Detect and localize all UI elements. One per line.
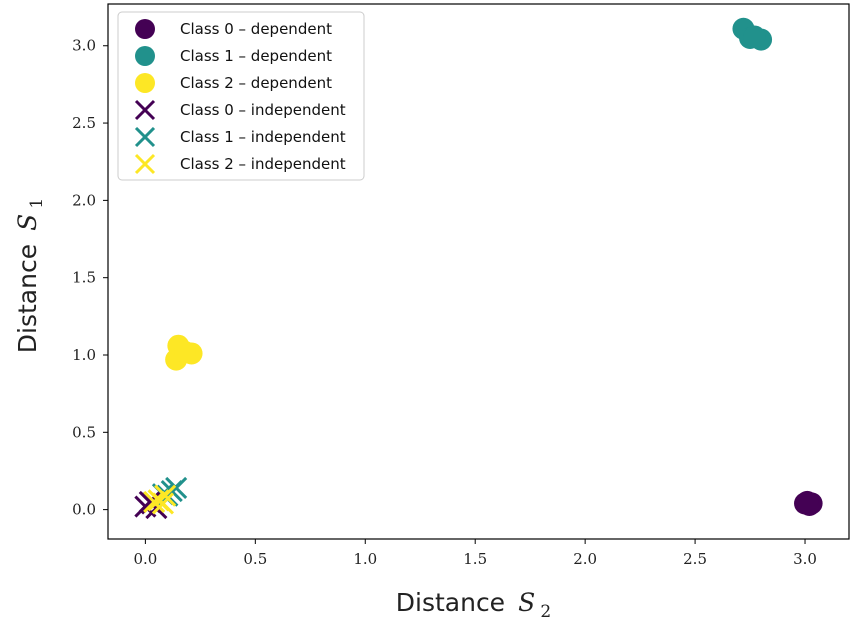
x-axis-ticks: 0.0 0.5 1.0 1.5 2.0 2.5 3.0 <box>133 539 817 568</box>
x-axis-label-text: Distance <box>396 588 505 617</box>
legend-label: Class 1 – independent <box>180 128 346 146</box>
data-point <box>151 492 175 515</box>
legend-entry: Class 2 – independent <box>134 153 346 175</box>
legend-frame <box>117 11 365 181</box>
y-tick-label: 0.0 <box>72 501 96 519</box>
x-tick-label: 1.0 <box>353 550 377 568</box>
y-tick-label: 2.0 <box>72 191 96 209</box>
legend-entry: Class 1 – independent <box>134 126 346 148</box>
y-axis-label-symbol: S <box>13 214 42 231</box>
y-axis-label-subscript: 1 <box>27 198 47 209</box>
x-axis-label-symbol: S <box>518 588 535 617</box>
legend-entry: Class 2 – dependent <box>135 73 332 93</box>
x-tick-label: 1.5 <box>463 550 487 568</box>
plot-area <box>134 17 823 520</box>
legend-entry: Class 1 – dependent <box>135 46 332 66</box>
y-axis-label: Distance S 1 <box>13 198 47 353</box>
legend-marker <box>134 153 156 175</box>
legend: Class 0 – dependent Class 1 – dependent Cl… <box>117 11 365 181</box>
x-tick-label: 2.0 <box>573 550 597 568</box>
data-point <box>143 490 166 513</box>
legend-label: Class 2 – independent <box>180 155 346 173</box>
legend-marker <box>135 73 155 93</box>
legend-marker <box>134 99 156 121</box>
y-tick-label: 2.5 <box>72 114 96 132</box>
x-tick-label: 2.5 <box>683 550 707 568</box>
legend-label: Class 0 – independent <box>180 101 346 119</box>
y-tick-label: 1.0 <box>72 346 96 364</box>
y-tick-label: 3.0 <box>72 37 96 55</box>
legend-label: Class 0 – dependent <box>180 20 332 38</box>
legend-marker <box>135 46 155 66</box>
legend-label: Class 2 – dependent <box>180 74 332 92</box>
y-tick-label: 1.5 <box>72 269 96 287</box>
y-axis-label-text: Distance <box>13 244 42 353</box>
x-tick-label: 3.0 <box>793 550 817 568</box>
data-point <box>173 340 196 363</box>
x-tick-label: 0.5 <box>243 550 267 568</box>
x-axis-label: Distance S 2 <box>396 588 551 622</box>
data-point <box>743 25 766 48</box>
legend-label: Class 1 – dependent <box>180 47 332 65</box>
data-point <box>796 490 819 513</box>
axes-frame <box>107 3 850 540</box>
x-tick-label: 0.0 <box>133 550 157 568</box>
y-tick-label: 0.5 <box>72 423 96 441</box>
legend-entry: Class 0 – independent <box>134 99 346 121</box>
legend-entry: Class 0 – dependent <box>135 19 332 39</box>
legend-marker <box>134 126 156 148</box>
data-point <box>154 484 177 507</box>
y-axis-ticks: 0.0 0.5 1.0 1.5 2.0 2.5 3.0 <box>72 37 108 519</box>
x-axis-label-subscript: 2 <box>540 602 551 622</box>
legend-marker <box>135 19 155 39</box>
